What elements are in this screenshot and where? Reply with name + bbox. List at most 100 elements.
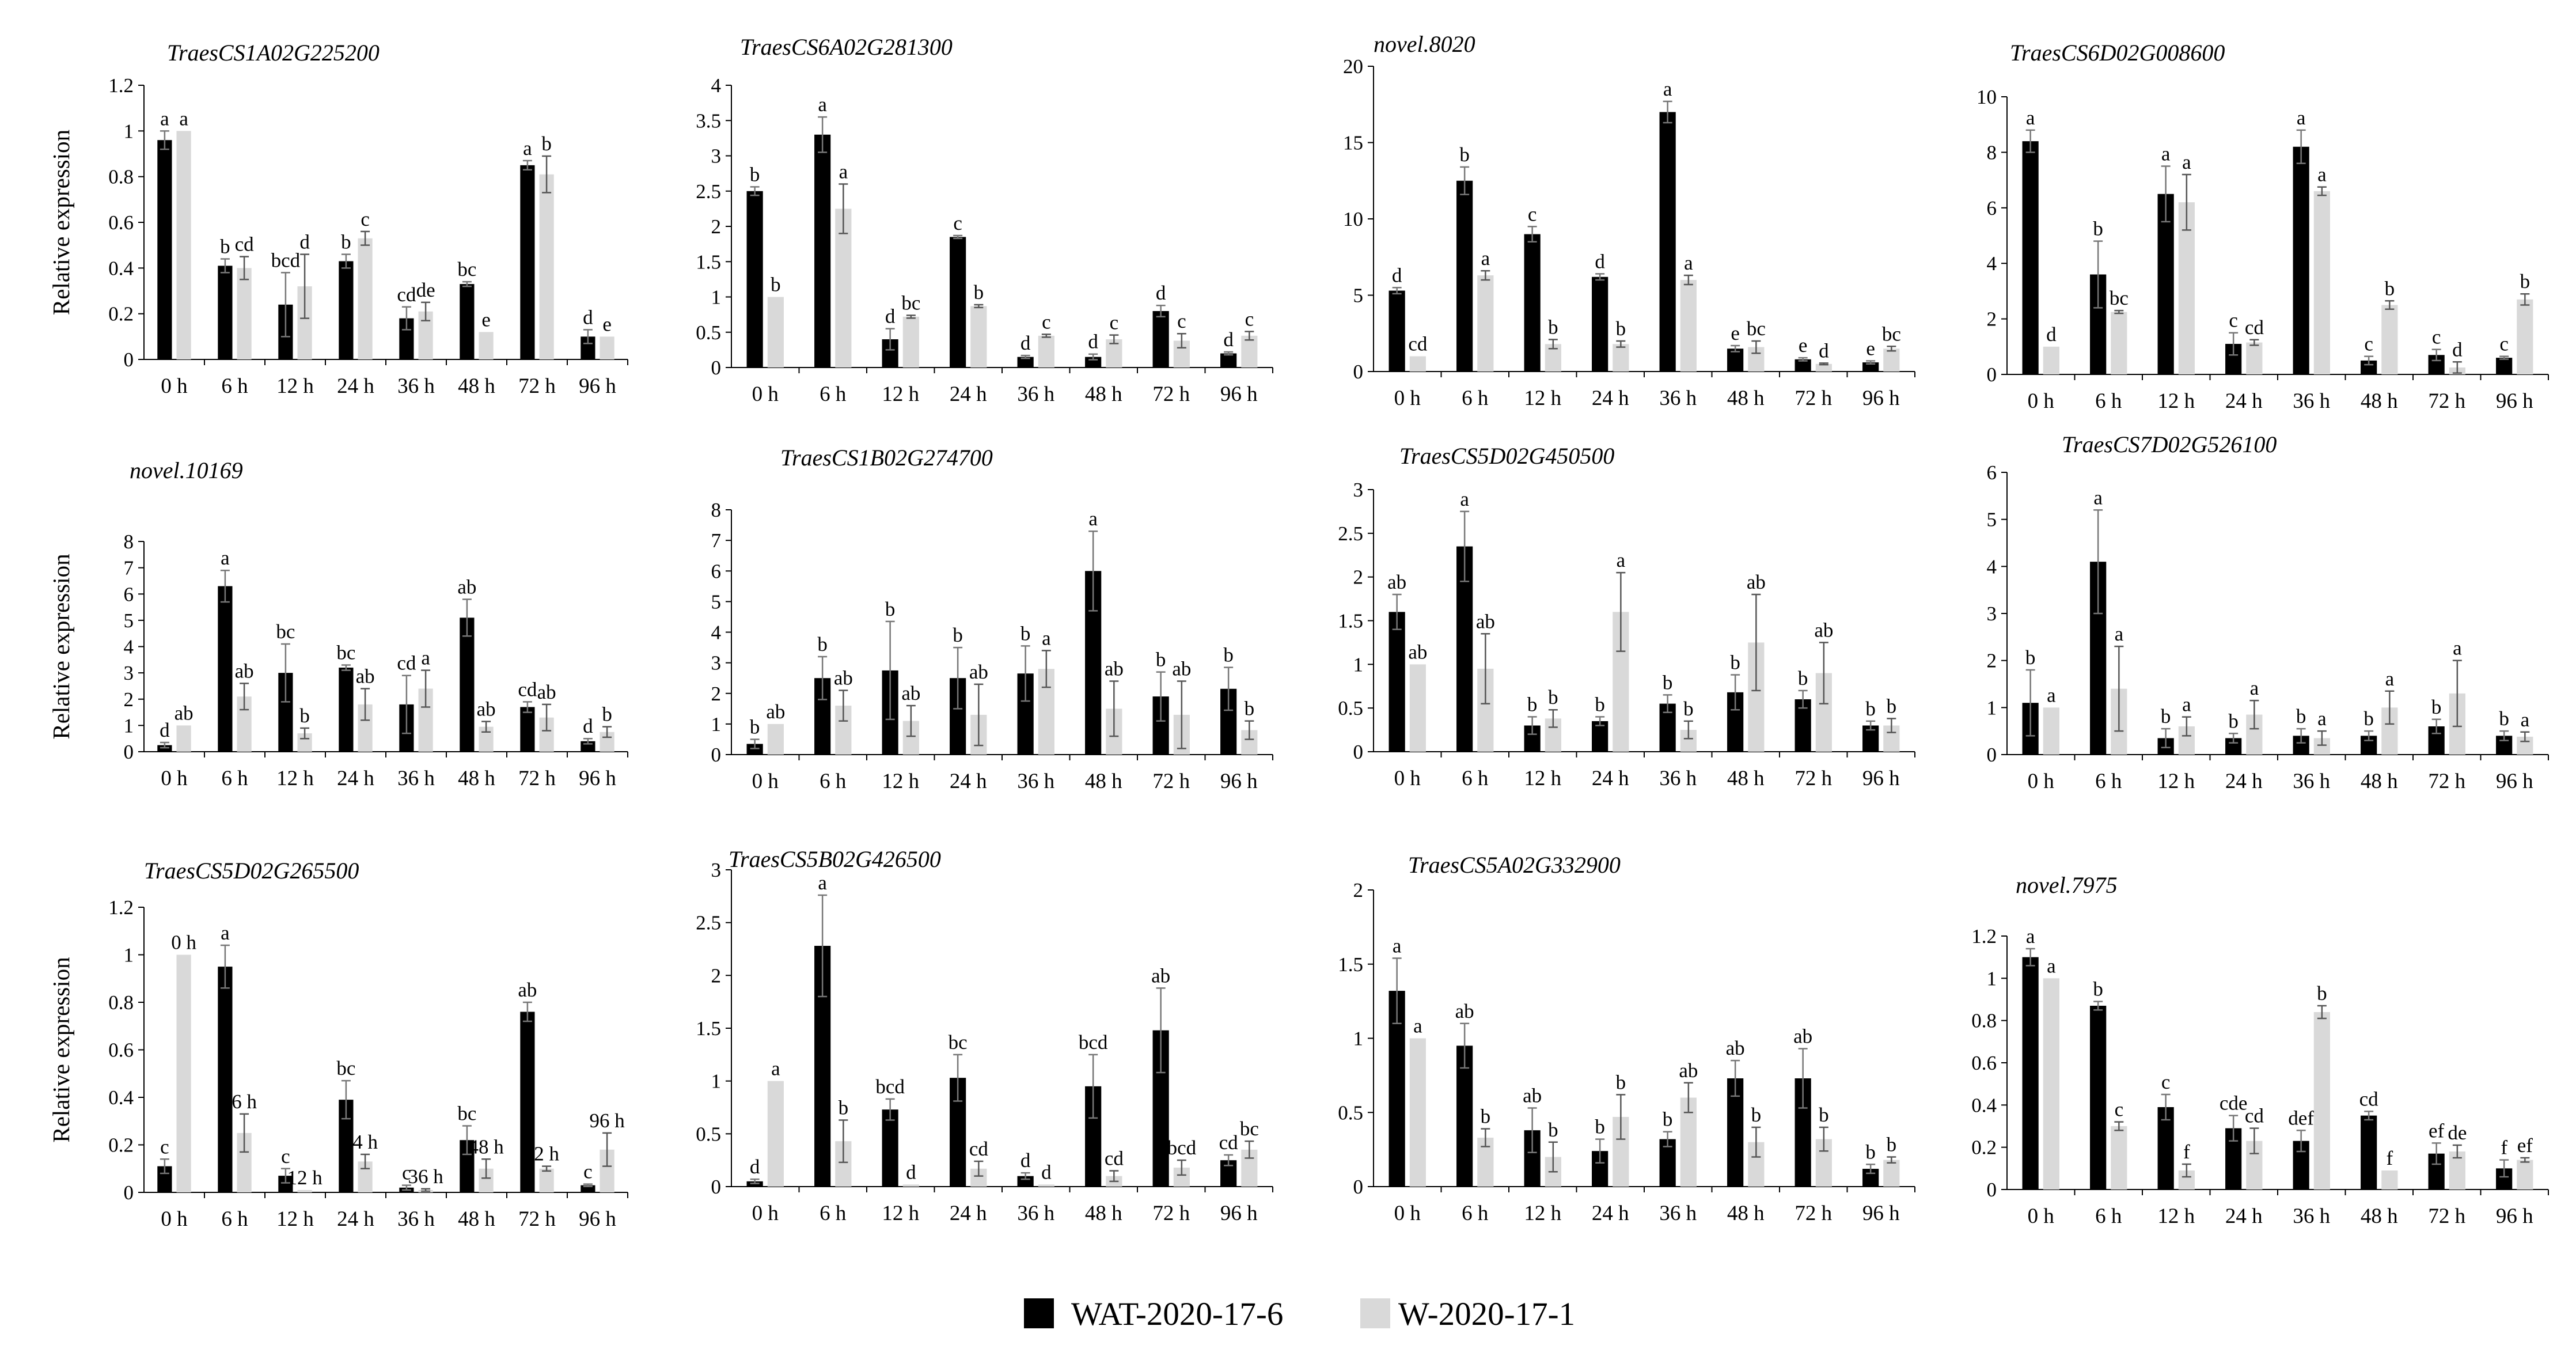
x-tick-label: 36 h	[2293, 1204, 2330, 1228]
significance-letter: a	[2250, 677, 2259, 699]
significance-letter: d	[583, 306, 593, 328]
significance-letter: 48 h	[468, 1135, 504, 1158]
significance-letter: b	[1616, 317, 1626, 340]
significance-letter: cd	[1408, 333, 1428, 355]
y-tick-label: 10	[1343, 208, 1363, 230]
significance-letter: ab	[1387, 571, 1406, 593]
y-tick-label: 2	[1353, 566, 1364, 589]
significance-letter: a	[1481, 247, 1490, 270]
y-tick-label: 1	[711, 1070, 722, 1093]
significance-letter: bc	[2110, 287, 2129, 309]
significance-letter: b	[1223, 644, 1234, 666]
bar	[767, 723, 784, 755]
x-tick-label: 36 h	[1017, 1202, 1054, 1225]
significance-letter: b	[1548, 686, 1558, 709]
bar	[600, 336, 614, 359]
significance-letter: b	[341, 231, 351, 253]
bar	[157, 140, 172, 359]
significance-letter: c	[160, 1135, 169, 1158]
significance-letter: ab	[901, 682, 920, 704]
y-axis-label: Relative expression	[48, 130, 74, 315]
significance-letter: b	[1887, 695, 1897, 717]
significance-letter: a	[771, 1058, 780, 1080]
significance-letter: b	[974, 281, 984, 304]
significance-letter: a	[2385, 668, 2395, 690]
y-tick-label: 0.6	[108, 211, 134, 234]
x-tick-label: 96 h	[579, 1207, 616, 1231]
x-tick-label: 72 h	[1795, 767, 1832, 790]
significance-letter: b	[299, 704, 310, 727]
significance-letter: a	[818, 93, 827, 116]
y-tick-label: 7	[124, 557, 134, 579]
bar	[950, 237, 966, 368]
y-tick-label: 2	[1987, 308, 1997, 331]
bar	[460, 284, 475, 359]
significance-letter: ab	[537, 681, 556, 703]
significance-letter: ab	[1408, 641, 1427, 663]
bar	[297, 1189, 312, 1192]
x-tick-label: 36 h	[1017, 382, 1054, 406]
y-tick-label: 1	[1987, 967, 1997, 990]
significance-letter: a	[2182, 151, 2191, 173]
y-tick-label: 0.4	[1971, 1094, 1997, 1116]
x-tick-label: 72 h	[1795, 1202, 1832, 1225]
x-tick-label: 24 h	[337, 767, 374, 790]
y-tick-label: 7	[711, 529, 722, 552]
significance-letter: c	[2229, 309, 2238, 332]
y-tick-label: 3	[711, 859, 722, 881]
significance-letter: b	[1548, 316, 1558, 338]
x-tick-label: 48 h	[458, 374, 495, 398]
x-tick-label: 6 h	[221, 374, 248, 398]
bar	[746, 191, 763, 368]
y-tick-label: 10	[1976, 86, 1997, 108]
significance-letter: cd	[969, 1138, 989, 1160]
significance-letter: ab	[1476, 610, 1495, 632]
significance-letter: b	[1595, 693, 1605, 715]
x-tick-label: 96 h	[579, 767, 616, 790]
significance-letter: b	[1459, 143, 1470, 166]
bar	[339, 668, 354, 752]
significance-letter: ab	[766, 700, 785, 723]
bar	[1038, 1184, 1054, 1187]
significance-letter: bc	[457, 1103, 476, 1125]
y-tick-label: 3.5	[696, 109, 721, 132]
significance-letter: bc	[336, 641, 355, 664]
chart-panel: TraesCS6A02G281300 0 0.5 1 1.5 2 2.5 3 3.5 4 0 h b b…	[696, 34, 1273, 406]
x-tick-label: 24 h	[2225, 389, 2263, 413]
y-tick-label: 6	[124, 583, 134, 605]
y-tick-label: 0.8	[1971, 1010, 1997, 1032]
x-tick-label: 24 h	[1592, 1202, 1629, 1225]
y-tick-label: 0	[711, 744, 722, 766]
chart-title: TraesCS1A02G225200	[167, 40, 380, 66]
x-tick-label: 36 h	[397, 1207, 435, 1231]
significance-letter: a	[2317, 164, 2327, 186]
significance-letter: b	[1481, 1105, 1491, 1128]
x-tick-label: 36 h	[397, 767, 435, 790]
significance-letter: b	[1663, 1108, 1673, 1131]
significance-letter: c	[2161, 1071, 2171, 1093]
bar	[2381, 305, 2398, 374]
x-tick-label: 6 h	[221, 1207, 248, 1231]
x-tick-label: 96 h	[2496, 389, 2533, 413]
x-tick-label: 72 h	[2428, 1204, 2465, 1228]
significance-letter: f	[2183, 1141, 2190, 1163]
x-tick-label: 12 h	[1524, 387, 1561, 410]
significance-letter: cd	[1105, 1147, 1124, 1170]
x-tick-label: 72 h	[1795, 387, 1832, 410]
significance-letter: c	[1177, 310, 1186, 332]
bar	[1815, 363, 1832, 372]
y-tick-label: 3	[711, 652, 722, 675]
significance-letter: bc	[949, 1031, 968, 1054]
x-tick-label: 72 h	[518, 767, 556, 790]
significance-letter: a	[1663, 78, 1672, 100]
x-tick-label: 48 h	[458, 1207, 495, 1231]
significance-letter: a	[2026, 107, 2035, 129]
significance-letter: b	[750, 715, 760, 738]
bar	[1388, 612, 1405, 752]
significance-letter: a	[2026, 925, 2035, 948]
y-tick-label: 1	[124, 714, 134, 737]
x-tick-label: 36 h	[1659, 387, 1697, 410]
bar	[767, 1081, 784, 1187]
x-tick-label: 24 h	[2225, 1204, 2263, 1228]
